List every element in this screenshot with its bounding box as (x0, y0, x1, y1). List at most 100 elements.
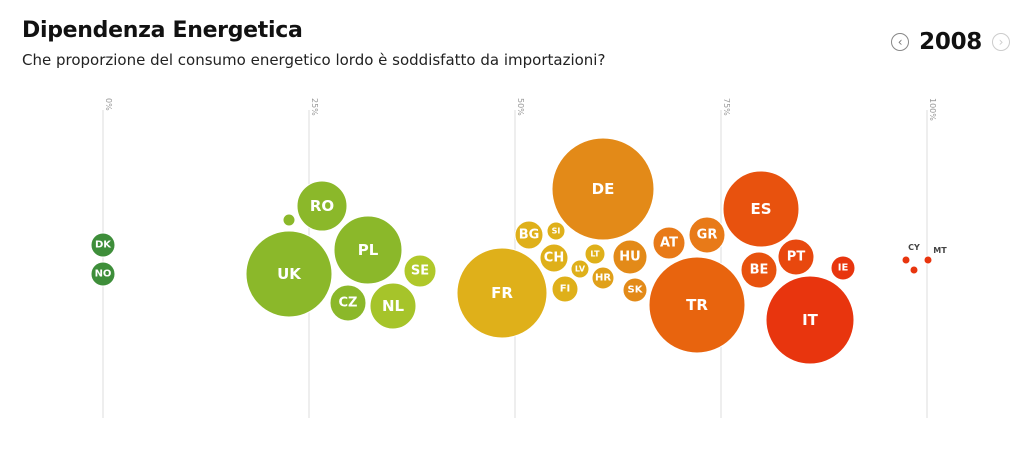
bubble-hu[interactable]: HU (612, 239, 648, 275)
bubble-label: CZ (339, 296, 358, 311)
x-tick-label: 0% (104, 98, 113, 111)
bubble-label: TR (686, 296, 708, 314)
bubble-mark (688, 216, 726, 254)
bubble-label: PL (358, 241, 379, 259)
bubble-sk[interactable]: SK (622, 277, 648, 303)
bubble-mt[interactable]: MT (923, 246, 947, 265)
bubble-mark (570, 259, 590, 279)
bubble-label: FI (560, 284, 571, 295)
bubble-label: BE (750, 263, 769, 278)
bubble-unlabeled[interactable] (909, 265, 919, 275)
bubble-pt[interactable]: PT (777, 238, 815, 276)
bubble-label: DE (592, 180, 615, 198)
bubble-label: FR (491, 284, 513, 302)
bubble-mark (551, 275, 579, 303)
bubble-cz[interactable]: CZ (329, 284, 367, 322)
bubble-bg[interactable]: BG (514, 220, 544, 250)
bubble-mark (923, 255, 933, 265)
bubble-label: MT (933, 246, 947, 255)
bubble-mark (909, 265, 919, 275)
bubble-mark (333, 215, 403, 285)
bubble-ch[interactable]: CH (539, 243, 569, 273)
bubble-mark (591, 266, 615, 290)
bubble-cy[interactable]: CY (901, 243, 920, 265)
bubble-label: IE (838, 263, 849, 274)
x-tick-label: 75% (722, 98, 731, 116)
bubble-mark (722, 170, 800, 248)
bubble-mark (740, 251, 778, 289)
bubble-mark (514, 220, 544, 250)
bubble-fr[interactable]: FR (456, 247, 548, 339)
bubble-uk[interactable]: UK (245, 230, 333, 318)
bubble-ro[interactable]: RO (296, 180, 348, 232)
chart-title: Dipendenza Energetica (22, 18, 303, 43)
bubble-mark (765, 275, 855, 365)
bubble-ie[interactable]: IE (830, 255, 856, 281)
year-navigation: ‹ 2008 › (891, 27, 1010, 57)
bubble-gr[interactable]: GR (688, 216, 726, 254)
bubble-label: DK (95, 240, 112, 251)
bubble-label: HU (619, 250, 640, 265)
bubble-dk[interactable]: DK (90, 232, 116, 258)
bubble-no[interactable]: NO (90, 261, 116, 287)
bubble-label: RO (310, 197, 334, 215)
bubble-mark (329, 284, 367, 322)
x-tick-label: 100% (928, 98, 937, 121)
bubble-lv[interactable]: LV (570, 259, 590, 279)
bubble-mark (777, 238, 815, 276)
bubble-label: CY (908, 243, 920, 252)
bubble-hr[interactable]: HR (591, 266, 615, 290)
bubble-label: PT (787, 250, 806, 265)
bubble-mark (245, 230, 333, 318)
bubble-mark (612, 239, 648, 275)
prev-year-button[interactable]: ‹ (891, 33, 910, 51)
bubble-label: CH (544, 251, 564, 266)
bubble-label: ES (750, 200, 771, 218)
bubble-label: IT (802, 311, 819, 329)
bubble-label: SE (411, 264, 429, 279)
bubble-mark (90, 232, 116, 258)
bubble-es[interactable]: ES (722, 170, 800, 248)
bubble-mark (282, 213, 296, 227)
bubble-label: NO (95, 269, 112, 280)
bubble-at[interactable]: AT (652, 226, 686, 260)
chart-subtitle: Che proporzione del consumo energetico l… (22, 51, 606, 69)
bubble-label: UK (277, 265, 302, 283)
bubble-label: GR (697, 228, 718, 243)
bubble-mark (584, 243, 606, 265)
bubble-tr[interactable]: TR (648, 256, 746, 354)
bubble-lt[interactable]: LT (584, 243, 606, 265)
bubble-label: LT (590, 250, 600, 259)
chevron-right-icon: › (998, 35, 1004, 49)
bubble-mark (551, 137, 655, 241)
next-year-button[interactable]: › (992, 33, 1010, 51)
year-label: 2008 (919, 29, 982, 55)
bubble-se[interactable]: SE (403, 254, 437, 288)
bubble-mark (546, 221, 566, 241)
bubble-label: AT (660, 236, 678, 251)
bubble-fi[interactable]: FI (551, 275, 579, 303)
bubble-mark (648, 256, 746, 354)
bubble-label: HR (595, 273, 611, 284)
bubble-mark (830, 255, 856, 281)
bubble-si[interactable]: SI (546, 221, 566, 241)
x-tick-label: 50% (516, 98, 525, 116)
bubble-mark (456, 247, 548, 339)
x-tick-label: 25% (310, 98, 319, 116)
bubble-de[interactable]: DE (551, 137, 655, 241)
bubble-mark (539, 243, 569, 273)
bubble-pl[interactable]: PL (333, 215, 403, 285)
bubble-unlabeled[interactable] (282, 213, 296, 227)
chevron-left-icon: ‹ (897, 35, 903, 49)
bubble-mark (622, 277, 648, 303)
bubble-nl[interactable]: NL (369, 282, 417, 330)
bubble-mark (296, 180, 348, 232)
bubble-be[interactable]: BE (740, 251, 778, 289)
bubble-label: SK (628, 285, 644, 296)
bubble-label: BG (519, 228, 540, 243)
bubble-it[interactable]: IT (765, 275, 855, 365)
bubble-mark (901, 255, 911, 265)
bubble-mark (90, 261, 116, 287)
bubble-mark (652, 226, 686, 260)
